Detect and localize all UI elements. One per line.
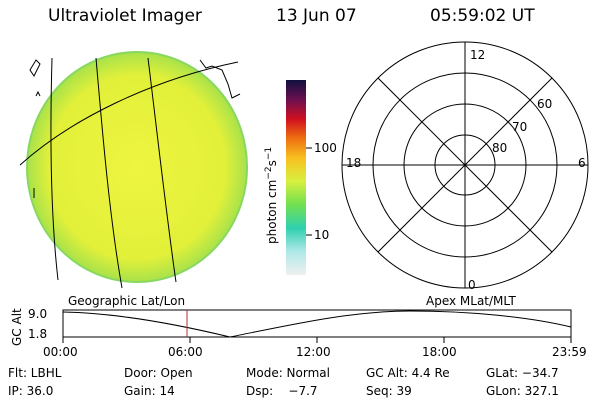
- apex-label: Apex MLat/MLT: [426, 294, 516, 308]
- y-tick-9: 9.0: [28, 307, 48, 321]
- dsp-value: Dsp: −7.7: [246, 384, 318, 398]
- polar-label-18: 18: [346, 156, 362, 170]
- geographic-label: Geographic Lat/Lon: [68, 294, 186, 308]
- x-tick-0000: 00:00: [43, 345, 78, 359]
- color-scale-bar: [286, 80, 312, 275]
- polar-lat-70: 70: [512, 120, 528, 134]
- coastline: [29, 59, 241, 198]
- colorbar-unit-label: photon cm−2s−1: [264, 146, 279, 244]
- altitude-curve: [62, 310, 572, 338]
- polar-label-6: 6: [578, 156, 586, 170]
- flight-filter: Flt: LBHL: [8, 366, 62, 380]
- gain-value: Gain: 14: [124, 384, 175, 398]
- colorbar-ticks: [306, 147, 312, 236]
- lat-lon-grid: [19, 57, 239, 289]
- x-tick-1200: 12:00: [296, 345, 331, 359]
- x-tick-1800: 18:00: [422, 345, 457, 359]
- y-tick-1-8: 1.8: [28, 327, 48, 341]
- x-tick-0600: 06:00: [168, 345, 203, 359]
- polar-lat-80: 80: [492, 141, 508, 155]
- seq-value: Seq: 39: [366, 384, 412, 398]
- glon-value: GLon: 327.1: [486, 384, 559, 398]
- x-tick-2359: 23:59: [552, 345, 587, 359]
- date-label: 13 Jun 07: [276, 6, 357, 26]
- uv-globe-image: [19, 51, 248, 289]
- door-status: Door: Open: [124, 366, 193, 380]
- altitude-timeline-chart: [62, 309, 572, 343]
- ip-value: IP: 36.0: [8, 384, 54, 398]
- polar-lat-60: 60: [537, 97, 553, 111]
- polar-mlt-plot: [341, 41, 589, 289]
- diagonal-2: [377, 77, 553, 253]
- instrument-title: Ultraviolet Imager: [48, 6, 202, 26]
- colorbar-tick-10: 10: [314, 228, 330, 242]
- gc-alt-axis-title: GC Alt: [10, 308, 24, 346]
- earth-disk: [26, 51, 248, 283]
- colorbar-tick-100: 100: [314, 141, 337, 155]
- polar-label-0: 0: [468, 278, 476, 292]
- glat-value: GLat: −34.7: [486, 366, 559, 380]
- gc-alt-value: GC Alt: 4.4 Re: [366, 366, 450, 380]
- polar-label-12: 12: [470, 48, 486, 62]
- mode-status: Mode: Normal: [246, 366, 330, 380]
- time-label: 05:59:02 UT: [430, 6, 535, 26]
